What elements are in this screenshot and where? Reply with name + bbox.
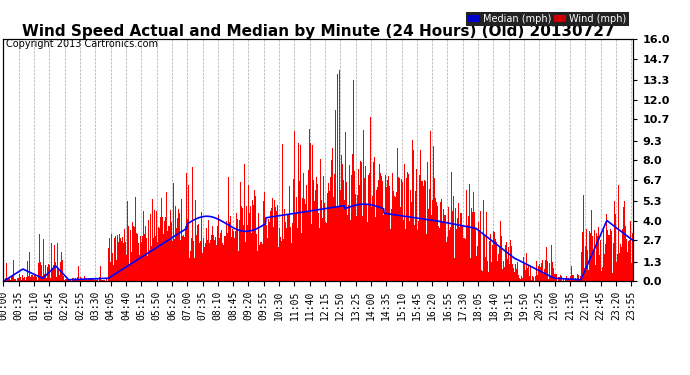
Title: Wind Speed Actual and Median by Minute (24 Hours) (Old) 20130727: Wind Speed Actual and Median by Minute (… <box>22 24 615 39</box>
Legend: Median (mph), Wind (mph): Median (mph), Wind (mph) <box>466 12 629 27</box>
Text: Copyright 2013 Cartronics.com: Copyright 2013 Cartronics.com <box>6 39 157 50</box>
